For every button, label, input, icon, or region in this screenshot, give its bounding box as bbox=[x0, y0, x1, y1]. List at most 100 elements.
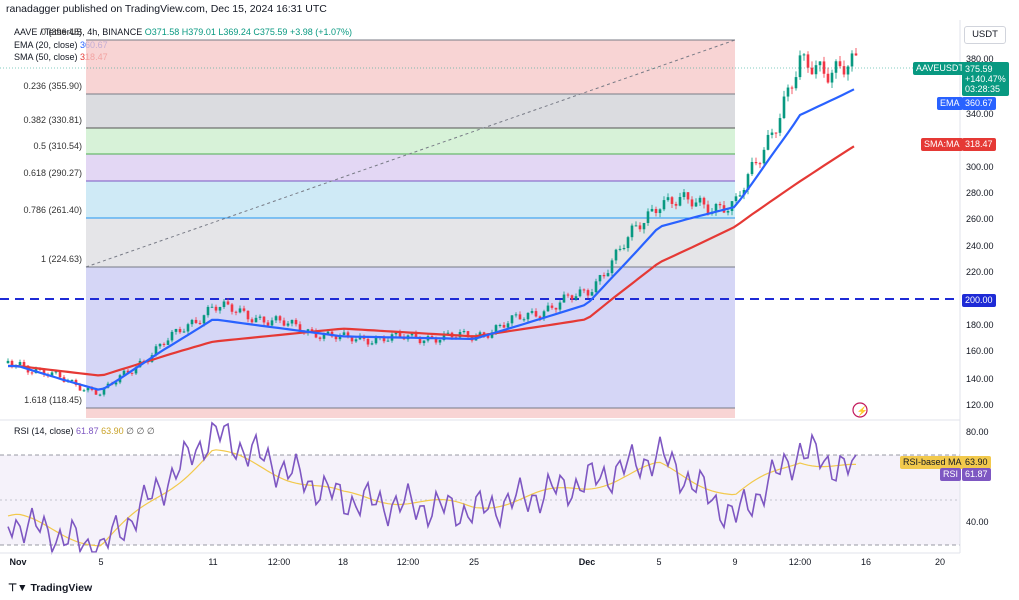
candle-body bbox=[790, 87, 794, 89]
rsi-legend[interactable]: RSI (14, close) 61.87 63.90 ∅ ∅ ∅ bbox=[14, 426, 155, 437]
y-tick-160.00: 160.00 bbox=[966, 346, 994, 356]
sma-tag-label: SMA:MA bbox=[921, 138, 963, 151]
candle-body bbox=[266, 322, 270, 326]
candle-body bbox=[6, 360, 10, 364]
alert-icon-glyph: ⚡ bbox=[857, 405, 868, 417]
candle-body bbox=[606, 273, 610, 277]
candle-body bbox=[422, 340, 426, 344]
symbol-name: AAVE / TetherUS, 4h, BINANCE bbox=[14, 27, 143, 37]
candle-body bbox=[538, 316, 542, 319]
candle-body bbox=[258, 316, 262, 318]
candle-body bbox=[226, 301, 230, 305]
candle-body bbox=[526, 312, 530, 320]
candle-body bbox=[190, 319, 194, 325]
rsi-ma-line bbox=[7, 449, 856, 547]
fib-label-1: 1 (224.63) bbox=[40, 254, 82, 264]
candle-body bbox=[758, 163, 762, 165]
alert-icon[interactable] bbox=[852, 402, 868, 418]
candle-body bbox=[510, 315, 514, 324]
candle-body bbox=[714, 204, 718, 212]
candle-body bbox=[182, 331, 186, 333]
fib-trend-line[interactable] bbox=[85, 39, 736, 268]
candle-body bbox=[694, 202, 698, 207]
tradingview-logo[interactable]: ⊤▼ TradingView bbox=[8, 582, 92, 594]
candle-body bbox=[534, 311, 538, 317]
candle-body bbox=[282, 320, 286, 326]
candle-body bbox=[718, 204, 722, 206]
candle-body bbox=[806, 54, 810, 68]
candle-body bbox=[626, 237, 630, 249]
candle-body bbox=[130, 372, 134, 374]
candle-body bbox=[706, 204, 710, 214]
candle-body bbox=[854, 53, 858, 56]
x-tick-11: 16 bbox=[860, 557, 872, 567]
candle-body bbox=[590, 292, 594, 296]
candle-body bbox=[262, 316, 266, 323]
last-price-change: +140.47% bbox=[965, 74, 1006, 84]
x-tick-5: 12:00 bbox=[396, 557, 420, 567]
candle-body bbox=[750, 162, 754, 175]
candle-body bbox=[574, 296, 578, 300]
candle-body bbox=[830, 72, 834, 83]
candle-body bbox=[570, 295, 574, 300]
fib-label-0.786: 0.786 (261.40) bbox=[23, 205, 82, 215]
tv-icon: ⊤▼ bbox=[8, 582, 28, 594]
candle-body bbox=[178, 328, 182, 333]
candle-body bbox=[634, 225, 638, 227]
candle-body bbox=[698, 197, 702, 203]
candle-body bbox=[170, 331, 174, 341]
candle-body bbox=[122, 370, 126, 376]
candle-body bbox=[578, 289, 582, 297]
candle-body bbox=[126, 370, 130, 373]
rsi-legend-markers: ∅ ∅ ∅ bbox=[126, 426, 155, 436]
fib-zone-below-1.618 bbox=[86, 408, 735, 418]
candle-body bbox=[642, 223, 646, 230]
candle-body bbox=[514, 314, 518, 316]
candle-body bbox=[678, 197, 682, 206]
candle-body bbox=[802, 54, 806, 56]
candle-body bbox=[762, 149, 766, 164]
candle-body bbox=[70, 379, 74, 381]
x-tick-12: 20 bbox=[934, 557, 946, 567]
candle-body bbox=[834, 61, 838, 73]
candle-body bbox=[78, 384, 82, 391]
candle-body bbox=[778, 118, 782, 133]
candle-body bbox=[842, 66, 846, 75]
candle-body bbox=[338, 335, 342, 340]
rsi-ma-tag-label: RSI-based MA bbox=[900, 456, 965, 469]
candle-body bbox=[674, 203, 678, 206]
candle-body bbox=[254, 317, 258, 323]
candle-body bbox=[394, 331, 398, 335]
candle-body bbox=[682, 192, 686, 198]
candle-body bbox=[818, 61, 822, 66]
y-tick-340.00: 340.00 bbox=[966, 109, 994, 119]
candle-body bbox=[350, 336, 354, 342]
fib-zone-0.236-0.382 bbox=[86, 94, 735, 128]
x-tick-1: 5 bbox=[98, 557, 104, 567]
ema-tag-label: EMA bbox=[937, 97, 963, 110]
candle-body bbox=[346, 332, 350, 337]
candle-body bbox=[770, 132, 774, 135]
rsi-legend-label: RSI (14, close) bbox=[14, 426, 74, 436]
candle-body bbox=[50, 372, 54, 377]
currency-selector[interactable]: USDT bbox=[964, 26, 1006, 44]
rsi-line bbox=[7, 421, 857, 555]
candle-body bbox=[498, 324, 502, 326]
candle-body bbox=[542, 311, 546, 319]
candle-body bbox=[754, 162, 758, 164]
candle-body bbox=[210, 306, 214, 308]
candle-body bbox=[826, 73, 830, 83]
candle-body bbox=[238, 308, 242, 313]
candle-body bbox=[614, 249, 618, 261]
candle-body bbox=[598, 275, 602, 282]
x-tick-9: 9 bbox=[732, 557, 738, 567]
last-price-value: 375.59 bbox=[965, 64, 993, 74]
candle-body bbox=[622, 248, 626, 250]
candle-body bbox=[638, 225, 642, 230]
sma-legend-label: SMA (50, close) bbox=[14, 52, 78, 62]
candle-body bbox=[98, 394, 102, 396]
candle-body bbox=[30, 372, 34, 374]
candle-body bbox=[82, 390, 86, 392]
y-tick-240.00: 240.00 bbox=[966, 241, 994, 251]
